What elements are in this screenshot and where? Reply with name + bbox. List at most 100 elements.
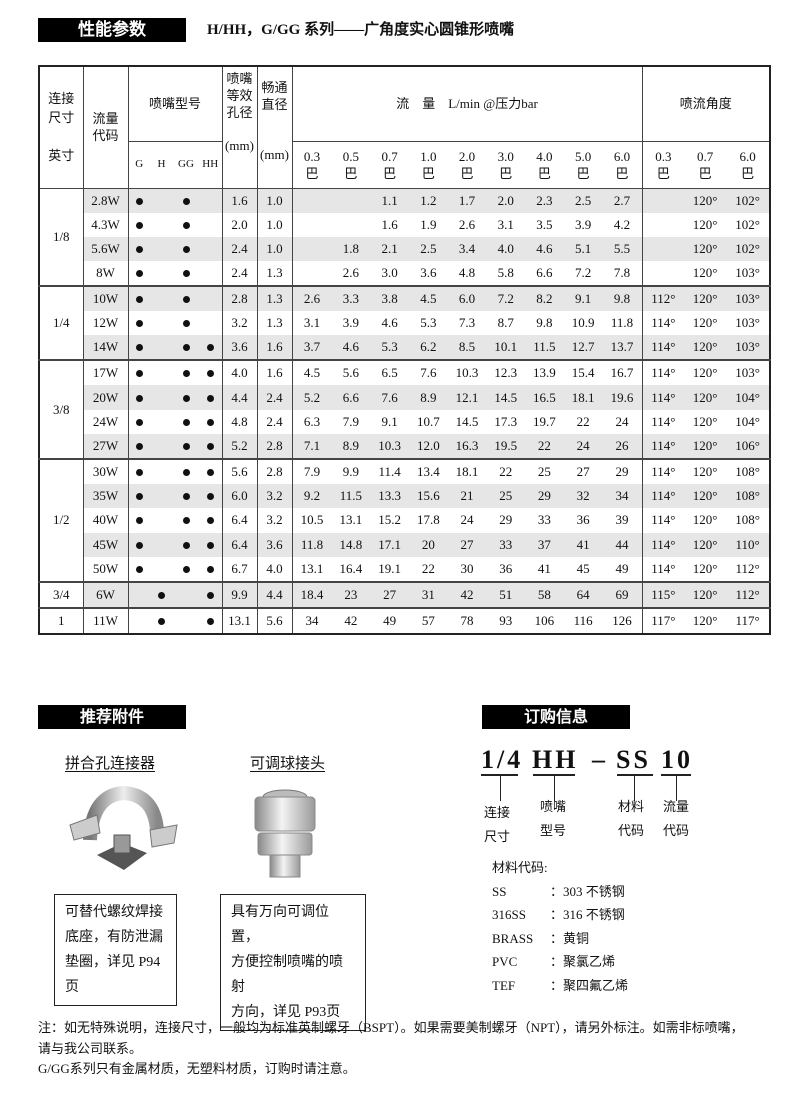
material-item: BRASS ：黄铜 [492,927,628,951]
header-line: 6.0 [739,148,756,164]
type-cell-hh [199,457,222,484]
flow-cell [331,188,371,213]
flow-cell: 25 [486,483,526,509]
flow-cell: 11.5 [331,483,371,509]
flow-cell: 19.1 [378,560,401,576]
size-cell: 3/8 [38,359,83,459]
flow-cell: 10.5 [291,508,332,533]
flow-cell: 41 [563,532,603,557]
passage-cell: 1.0 [256,212,292,237]
type-cell-gg [173,311,199,335]
type-cell-hh [199,557,222,582]
type-cell-gg [173,532,199,557]
flow-cell: 7.6 [408,359,448,386]
material-desc: 316 不锈钢 [563,907,625,922]
type-cell-h [150,483,173,509]
header-flow-pressure: 4.0 巴 [525,141,564,189]
dot-icon [206,591,214,599]
flow-cell: 19.7 [533,413,556,429]
dot-icon [206,344,214,352]
type-cell-hh [199,335,222,361]
header-line: 连接 [48,91,75,107]
flow-cell: 2.3 [525,188,564,213]
flow-code-cell: 30W [82,457,128,484]
flow-code-cell: 20W [82,385,128,410]
header-line: 4.0 [536,148,553,164]
flow-cell: 9.9 [331,457,371,484]
passage-cell: 2.4 [256,385,292,410]
angle-cell: 114° [641,532,685,557]
dot-icon [182,493,190,501]
type-cell-hh [199,236,222,262]
flow-cell: 5.3 [420,315,437,331]
angle-cell: 120° [684,188,727,213]
flow-cell: 18.1 [563,385,603,410]
flow-cell: 106 [525,606,564,634]
angle-cell: 120° [692,265,718,281]
header-line: 巴 [576,165,590,181]
angle-cell: 120° [692,216,718,232]
material-sep: ： [550,907,564,922]
angle-cell: 102° [735,216,760,232]
code-flow: 10 [661,745,693,774]
flow-cell: 69 [602,580,643,608]
flow-cell [291,212,332,237]
angle-cell: 114° [641,409,685,434]
flow-cell: 34 [291,606,332,634]
type-cell-g [127,580,150,608]
header-row: 连接 尺寸 英寸 流量 代码 喷嘴型号 喷嘴 等效 孔径 (mm) 畅通 直径 (mm) 流 量 L/m… [38,66,770,189]
angle-cell: 120° [684,433,727,459]
flow-cell: 12.0 [408,433,448,459]
flow-code-cell: 4.3W [82,212,128,237]
dot-icon [182,468,190,476]
flow-cell: 18.1 [447,457,487,484]
angle-cell [641,188,685,213]
label-flow: 流量 代码 [663,800,690,839]
flow-cell: 9.1 [381,413,398,429]
dot-icon [206,442,214,450]
dot-icon [182,442,190,450]
flow-cell: 3.0 [381,265,398,281]
flow-code-cell: 2.8W [82,188,128,213]
flow-cell: 2.5 [408,236,448,262]
flow-cell: 6.6 [331,385,371,410]
header-line: 5.0 [575,148,592,164]
type-cell-h [150,580,173,608]
flow-cell: 13.3 [370,483,409,509]
flow-cell: 49 [370,606,409,634]
angle-cell: 114° [641,311,685,336]
dot-icon [206,394,214,402]
type-cell-g [127,532,150,557]
flow-cell: 11.8 [610,315,634,331]
flow-cell: 6.3 [291,409,332,434]
flow-cell: 21 [447,483,487,509]
flow-cell: 19.5 [486,433,526,459]
orifice-cell: 6.0 [221,483,257,509]
type-cell-hh [199,385,222,410]
angle-cell: 114° [641,433,685,459]
header-line: 0.3 [655,148,672,164]
header-angle-pressure: 0.7 巴 [684,141,727,189]
flow-cell: 2.6 [291,285,332,312]
type-cell-gg [173,335,199,361]
flow-cell: 17.1 [370,532,409,557]
flow-cell: 7.9 [291,457,332,484]
header-line: 2.0 [458,148,476,164]
table-row: 4.3W 2.0 1.0 1.6 1.9 2.6 3.1 3.5 3.9 4.2 120° 102° [39,212,770,237]
flow-cell: 14.5 [455,413,479,429]
flow-cell: 78 [447,606,487,634]
header-line: 流量 [92,111,119,127]
table-row: 1/2 30W 5.6 2.8 7.9 9.9 11.4 13.4 18.1 22 25 27 29 11… [38,457,770,582]
type-cell-hh [199,311,222,335]
flow-cell: 64 [563,580,603,608]
table-row: 1/8 2.8W 1.6 1.0 1.1 1.2 1.7 2.0 2.3 2.5 2.7 120° 10… [38,188,770,287]
flow-cell: 3.7 [291,335,332,361]
header-line: 孔径 [226,105,253,120]
type-cell-h [150,433,173,459]
table-row: 3/4 6W 9.9 4.4 18.4 23 27 31 42 51 58 64 69 115° 120° 1… [38,580,770,608]
flow-code-cell: 35W [82,483,128,509]
passage-cell: 3.2 [256,508,292,533]
dot-icon [135,541,143,549]
header-flow-pressure: 0.7 巴 [370,141,409,189]
notes: 注：如无特殊说明，连接尺寸，一般均为标准英制螺牙（BSPT）。如果需要美制螺牙（… [38,1018,778,1080]
